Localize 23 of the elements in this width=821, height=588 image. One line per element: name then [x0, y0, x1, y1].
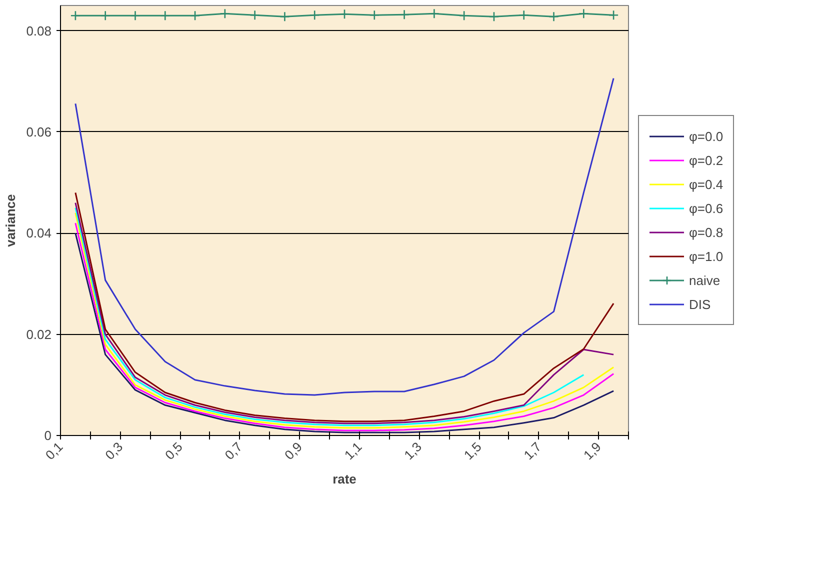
legend-label: φ=0.6	[689, 200, 724, 216]
x-tick-label: 1,9	[580, 439, 604, 463]
legend-label: DIS	[689, 296, 711, 312]
x-tick-label: 1,5	[460, 439, 484, 463]
x-tick-label: 1,3	[401, 439, 425, 463]
legend-label: φ=0.8	[689, 224, 724, 240]
x-tick-label: 0,5	[162, 439, 186, 463]
y-tick-label: 0.04	[26, 226, 52, 241]
legend-label: φ=0.2	[689, 152, 724, 168]
x-axis-title: rate	[332, 472, 356, 487]
legend-label: naive	[689, 272, 720, 288]
y-axis-title: variance	[3, 194, 18, 247]
y-tick-label: 0.02	[26, 326, 52, 342]
x-tick-label: 0,3	[102, 439, 126, 463]
x-tick-label: 1,7	[520, 439, 544, 463]
legend-label: φ=0.4	[689, 176, 724, 192]
y-tick-label: 0.08	[26, 23, 52, 38]
x-tick-label: 1,1	[341, 439, 365, 463]
x-tick-label: 0,9	[282, 439, 305, 463]
y-tick-label: 0.06	[26, 124, 52, 140]
x-tick-label: 0,7	[222, 439, 246, 463]
legend-label: φ=0.0	[689, 128, 724, 144]
legend-label: φ=1.0	[689, 248, 724, 264]
